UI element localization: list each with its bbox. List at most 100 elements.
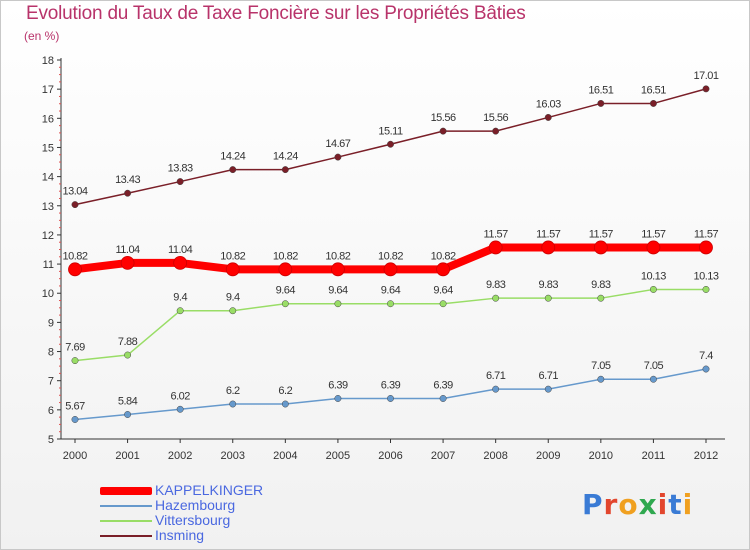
data-point bbox=[597, 375, 605, 383]
data-point bbox=[71, 357, 79, 365]
data-point bbox=[387, 140, 394, 148]
data-label: 11.57 bbox=[641, 228, 666, 240]
data-point bbox=[544, 294, 552, 302]
data-label: 7.88 bbox=[118, 336, 138, 348]
x-tick-label: 2001 bbox=[115, 450, 139, 462]
data-label: 15.56 bbox=[483, 112, 508, 124]
data-point bbox=[387, 300, 394, 308]
y-tick-label: 14 bbox=[42, 172, 54, 184]
data-label: 9.83 bbox=[539, 279, 559, 291]
data-label: 11.57 bbox=[536, 228, 561, 240]
legend-swatch bbox=[100, 520, 152, 522]
y-tick-label: 16 bbox=[42, 113, 54, 125]
y-tick-label: 6 bbox=[48, 405, 54, 417]
data-label: 6.71 bbox=[539, 370, 559, 382]
data-label: 11.57 bbox=[694, 228, 719, 240]
data-point bbox=[544, 113, 552, 121]
data-label: 11.57 bbox=[484, 228, 509, 240]
logo-letter: r bbox=[603, 488, 619, 521]
data-point bbox=[281, 400, 289, 408]
data-point bbox=[597, 99, 605, 107]
data-label: 14.67 bbox=[325, 138, 350, 150]
data-label: 16.51 bbox=[641, 84, 666, 96]
legend-swatch bbox=[100, 505, 152, 507]
data-label: 6.02 bbox=[170, 390, 190, 402]
data-point bbox=[649, 285, 657, 293]
data-point bbox=[278, 262, 293, 277]
logo-letter: P bbox=[582, 488, 604, 521]
legend-label: KAPPELKINGER bbox=[155, 482, 264, 498]
logo-letter: t bbox=[668, 488, 683, 521]
data-label: 11.57 bbox=[589, 228, 614, 240]
x-tick-label: 2007 bbox=[431, 450, 455, 462]
legend-label: Hazembourg bbox=[155, 497, 236, 513]
logo-letter: o bbox=[618, 488, 639, 521]
x-tick-label: 2005 bbox=[326, 450, 350, 462]
data-point bbox=[331, 262, 345, 277]
x-tick-label: 2003 bbox=[221, 450, 245, 462]
data-label: 6.39 bbox=[328, 379, 348, 391]
data-point bbox=[593, 240, 608, 255]
data-point bbox=[383, 262, 398, 277]
data-point bbox=[71, 201, 79, 209]
data-point bbox=[124, 411, 132, 418]
data-point bbox=[334, 153, 342, 161]
data-label: 7.05 bbox=[591, 360, 611, 372]
data-point bbox=[439, 127, 447, 135]
data-point bbox=[334, 395, 342, 402]
data-label: 11.04 bbox=[115, 244, 140, 256]
x-tick-label: 2011 bbox=[642, 450, 666, 462]
y-tick-label: 17 bbox=[42, 84, 54, 96]
logo-letter: i bbox=[657, 488, 669, 521]
data-point bbox=[124, 351, 132, 359]
x-tick-label: 2000 bbox=[63, 450, 87, 462]
data-label: 14.24 bbox=[273, 151, 298, 163]
data-point bbox=[176, 405, 184, 413]
data-label: 6.2 bbox=[226, 385, 240, 397]
data-label: 16.51 bbox=[588, 84, 613, 96]
data-point bbox=[124, 189, 132, 197]
y-tick-label: 11 bbox=[43, 259, 54, 271]
data-label: 9.83 bbox=[591, 279, 611, 291]
legend-swatch bbox=[100, 487, 152, 495]
data-label: 7.69 bbox=[65, 342, 85, 354]
data-label: 17.01 bbox=[693, 70, 718, 82]
legend-label: Vittersbourg bbox=[155, 512, 231, 528]
y-tick-label: 15 bbox=[42, 142, 54, 154]
legend-swatch bbox=[100, 535, 152, 537]
data-label: 16.03 bbox=[536, 98, 561, 110]
y-tick-label: 13 bbox=[42, 201, 54, 213]
data-point bbox=[649, 375, 657, 383]
chart-title: Evolution du Taux de Taxe Foncière sur l… bbox=[26, 3, 526, 24]
logo-letter: x bbox=[638, 488, 658, 521]
data-label: 15.56 bbox=[431, 112, 456, 124]
data-point bbox=[176, 307, 184, 315]
data-point bbox=[646, 240, 661, 255]
x-tick-label: 2010 bbox=[589, 450, 613, 462]
data-point bbox=[436, 262, 450, 277]
data-point bbox=[229, 307, 237, 315]
data-point bbox=[649, 99, 657, 107]
data-point bbox=[699, 240, 713, 255]
data-label: 9.64 bbox=[381, 285, 401, 297]
data-point bbox=[492, 385, 500, 393]
data-label: 13.43 bbox=[115, 174, 140, 186]
legend-label: Insming bbox=[155, 527, 205, 543]
data-point bbox=[281, 300, 289, 308]
series-line-vittersbourg bbox=[74, 288, 706, 362]
data-point bbox=[120, 256, 135, 270]
data-label: 10.13 bbox=[693, 270, 718, 282]
data-point bbox=[439, 395, 447, 402]
data-label: 13.83 bbox=[168, 163, 193, 175]
data-label: 11.04 bbox=[168, 244, 193, 256]
data-point bbox=[702, 365, 710, 373]
data-label: 10.82 bbox=[325, 250, 350, 262]
y-tick-label: 9 bbox=[48, 317, 54, 329]
data-point bbox=[488, 240, 503, 255]
y-tick-label: 10 bbox=[42, 288, 54, 300]
data-label: 7.4 bbox=[699, 350, 713, 362]
y-tick-label: 5 bbox=[48, 434, 54, 446]
data-label: 5.67 bbox=[65, 400, 85, 412]
